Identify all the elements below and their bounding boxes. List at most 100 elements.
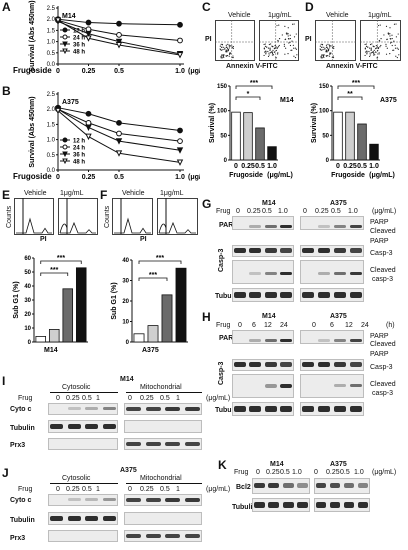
bar [48, 329, 60, 343]
legend-label: 24 h [73, 146, 85, 152]
blot-strip [300, 288, 364, 302]
x-tick-label: 0.5 [114, 174, 124, 181]
blot-band [301, 362, 315, 367]
blot-band [264, 362, 277, 367]
unit-label-h: (h) [386, 322, 395, 329]
data-point [62, 48, 68, 55]
panel-label-f: F [100, 188, 108, 202]
blot-strip [48, 494, 118, 506]
row-label-g-parp: PARP [219, 222, 238, 229]
bar-chart-e: 0 10 20 30 40 50 60 Sub G1 (%) *** *** M14 [13, 255, 88, 354]
data-point [177, 127, 183, 134]
row-label-h-tubulin: Tubulin [215, 407, 240, 414]
cytosolic-divider-j [50, 483, 118, 484]
blot-band [102, 516, 116, 521]
bar [369, 143, 379, 161]
row-label-h-casp3: Casp-3 [218, 361, 225, 385]
blot-band [349, 225, 363, 228]
data-point [85, 19, 92, 26]
blot-strip [300, 216, 364, 230]
blot-strip [124, 530, 202, 542]
dose-label: 0.25 [247, 208, 261, 215]
unit-label-i: (μg/mL) [206, 395, 231, 402]
mito-divider-i [126, 392, 202, 393]
blot-strip [232, 359, 294, 371]
data-point [85, 35, 92, 42]
bar [133, 333, 145, 343]
cell-label-i: M14 [120, 376, 134, 383]
right-label-h-parp2: PARP [370, 351, 389, 358]
blot-band [357, 483, 369, 488]
counts-axis-f: Counts [104, 205, 111, 228]
histogram-frame [58, 198, 98, 235]
dose-label: 0.5 [262, 208, 272, 215]
blot-band [233, 248, 246, 253]
y-axis-label: Survival (%) [311, 103, 318, 143]
cell-line-label: A375 [380, 97, 397, 104]
y-tick-label: 40 [122, 258, 129, 264]
y-tick-label: 30 [24, 298, 31, 304]
y-tick-label: 40 [24, 284, 31, 290]
y-tick-label: 10 [24, 326, 31, 332]
y-tick-label: 2.5 [47, 92, 56, 98]
dose-label: 0 [256, 469, 260, 476]
subg1-trace [59, 223, 68, 234]
blot-strip [300, 330, 364, 344]
y-tick-label: 2.0 [47, 17, 56, 23]
blot-band [264, 406, 277, 412]
blot-band [297, 483, 309, 488]
significance-mark: *** [352, 80, 360, 87]
data-point [177, 21, 183, 28]
cytosolic-label-j: Cytosolic [62, 475, 91, 482]
dose-label: 0.25 [315, 208, 329, 215]
histogram-frame [112, 198, 153, 235]
y-tick-label: 60 [24, 256, 31, 262]
x-unit-label: (μg/mL) [188, 174, 200, 181]
frug-label-k: Frug [234, 469, 249, 476]
frug-label-j: Frug [18, 486, 33, 493]
bar-chart-f: 0 10 20 30 40 Sub G1 (%) *** *** A375 [111, 255, 188, 354]
row-label-h-parp: PARP [219, 335, 238, 342]
blot-band [264, 339, 277, 342]
cytosolic-divider-i [50, 392, 118, 393]
annexin-axis-c: Annexin V-FITC [226, 63, 278, 70]
x-unit-label: (μg/mL) [369, 172, 395, 179]
y-axis-label: Sub G1 (%) [13, 281, 20, 318]
blot-strip [124, 403, 202, 415]
dose-label: 0.5 [82, 395, 92, 402]
data-point [115, 42, 123, 49]
significance-mark: * [247, 91, 250, 98]
legend-label: 48 h [73, 160, 85, 166]
blot-band [349, 248, 363, 253]
x-tick-label: 0 [336, 163, 340, 170]
y-tick-label: 100 [319, 109, 330, 115]
x-tick-label: 0.5 [255, 163, 265, 170]
cell-label-k-a375: A375 [330, 461, 347, 468]
blot-band [85, 516, 99, 521]
blot-band [280, 225, 293, 228]
right-label-g-casp3: Casp-3 [370, 250, 393, 257]
blot-band [233, 406, 246, 412]
cell-line-label: M14 [280, 97, 294, 104]
y-tick-label: 0 [326, 158, 330, 164]
blot-band [50, 516, 64, 521]
x-axis-label: Frugoside [13, 172, 52, 181]
dose-label: 1 [176, 486, 180, 493]
blot-band [233, 292, 246, 298]
blot-band [333, 225, 347, 228]
y-tick-label: 50 [322, 133, 329, 139]
cell-label-j: A375 [120, 467, 137, 474]
blot-band [333, 292, 347, 298]
event-cloud [219, 43, 234, 59]
blot-band [165, 534, 181, 538]
x-tick-label: 1.0 [175, 174, 185, 181]
bar [75, 267, 87, 343]
right-label-h-casp3b: casp-3 [372, 390, 394, 397]
blot-band [165, 407, 181, 411]
bar [161, 294, 173, 343]
dose-label: 0.5 [160, 395, 170, 402]
dose-label-c: 1μg/mL [268, 12, 292, 19]
dose-label: 1.0 [354, 469, 364, 476]
blot-band [102, 407, 116, 410]
y-tick-label: 1.5 [47, 28, 56, 34]
